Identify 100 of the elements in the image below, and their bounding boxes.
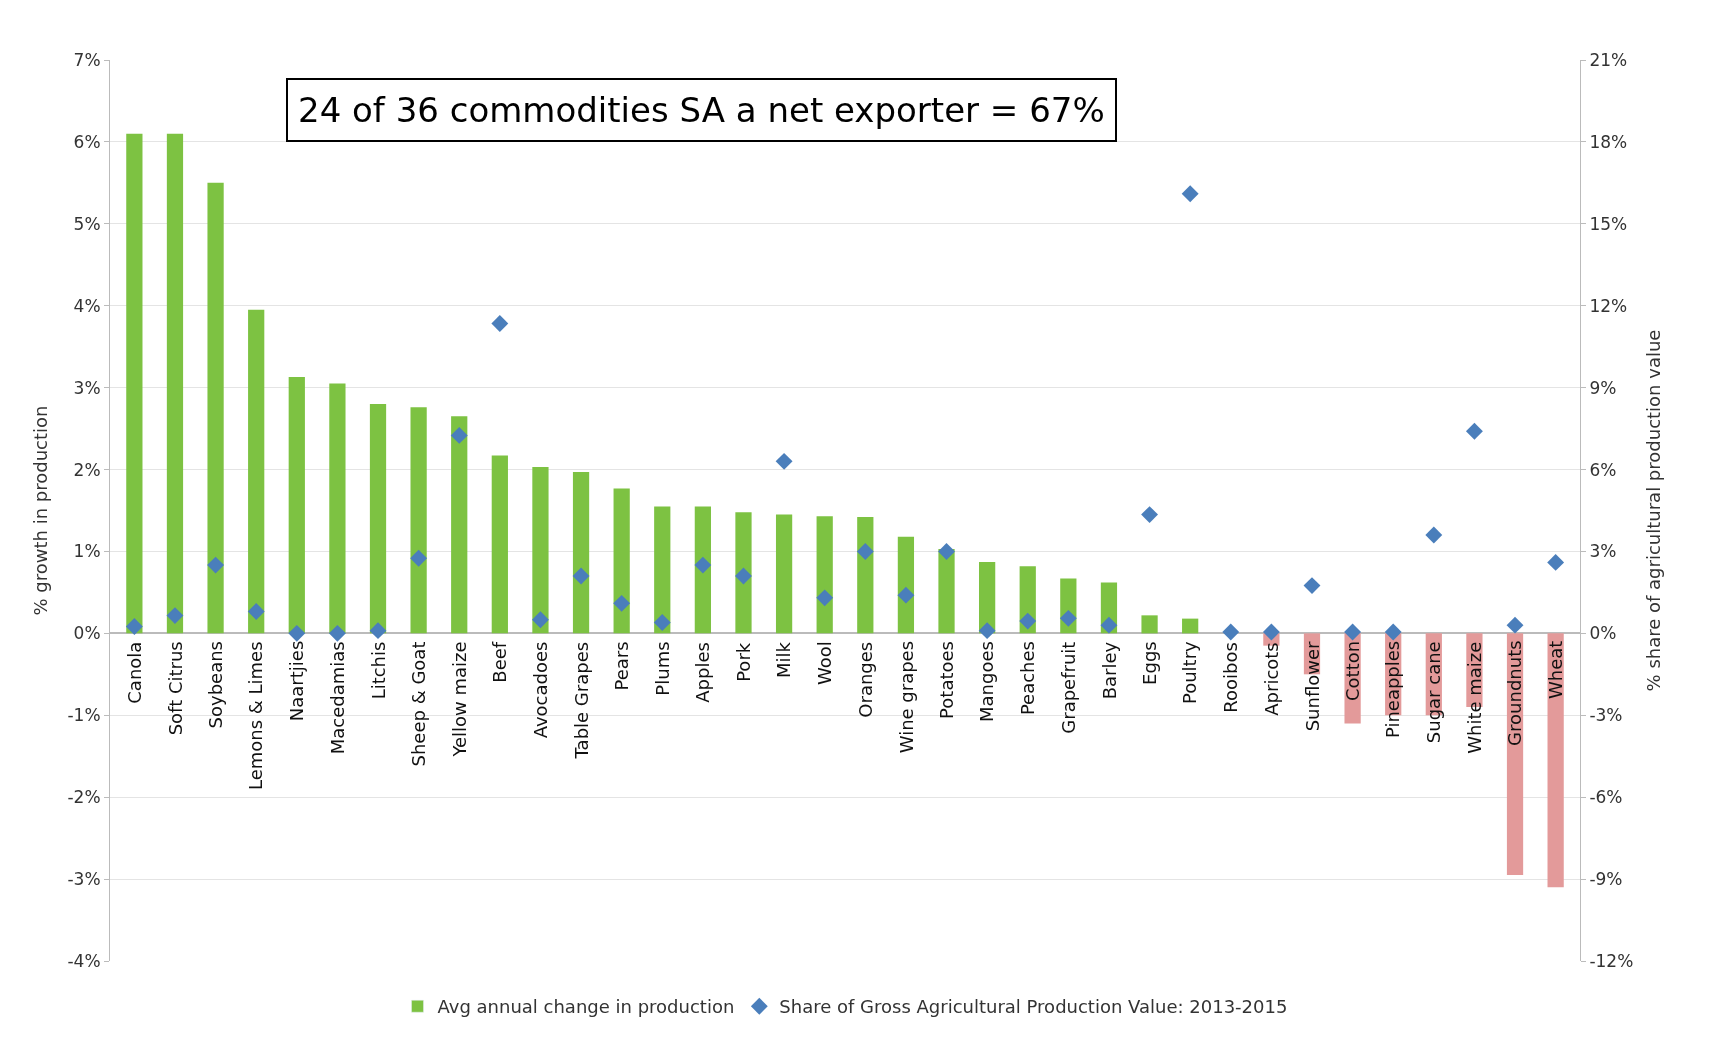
x-tick-label: Barley (1098, 641, 1120, 700)
y-tick-label: 4% (73, 295, 101, 316)
x-tick-label: Wool (814, 641, 836, 686)
y2-tick-label: 15% (1589, 213, 1628, 234)
bar (938, 549, 955, 634)
y2-tick-label: 0% (1589, 623, 1617, 644)
bar (694, 506, 711, 634)
y-tick-label: 2% (73, 459, 101, 480)
point (613, 594, 631, 612)
point (856, 543, 874, 560)
x-tick-label: Mangoes (976, 641, 998, 722)
point (207, 556, 225, 574)
x-tick-label: Groundnuts (1504, 640, 1526, 746)
legend-label: Share of Gross Agricultural Production Value: 2013-2015 (779, 996, 1288, 1018)
point (1506, 616, 1524, 634)
point (1181, 185, 1199, 203)
point (1344, 623, 1362, 641)
x-tick-label: Canola (124, 641, 145, 704)
bar (532, 467, 549, 634)
y-axis-title: % growth in production (29, 405, 51, 616)
point (694, 556, 712, 574)
bar (207, 182, 224, 634)
bar (654, 506, 671, 634)
point (328, 624, 346, 642)
point (572, 567, 590, 585)
y-tick-label: 7% (73, 49, 101, 70)
x-tick-label: Soft Citrus (164, 641, 186, 736)
bar (775, 514, 793, 634)
point (1059, 609, 1077, 627)
y2-tick-label: 21% (1589, 49, 1628, 70)
y-tick-label: 5% (73, 213, 101, 234)
x-tick-label: Sugar cane (1423, 641, 1445, 744)
point (816, 589, 834, 607)
bar (451, 416, 468, 634)
y-tick-label: 6% (73, 131, 101, 152)
x-tick-label: Wine grapes (895, 640, 917, 754)
x-tick-label: Apricots (1261, 642, 1283, 716)
point (1019, 612, 1037, 630)
y2-tick-label: -12% (1589, 950, 1634, 971)
bar (897, 536, 915, 634)
y2-tick-label: 6% (1589, 459, 1617, 480)
point (1262, 623, 1280, 641)
point (775, 452, 793, 470)
bar (613, 488, 630, 634)
x-tick-label: Apples (692, 642, 714, 703)
y2-tick-label: -6% (1589, 787, 1623, 808)
x-tick-label: Pineapples (1382, 640, 1404, 739)
point (166, 607, 184, 625)
x-tick-label: Avocadoes (529, 641, 551, 739)
x-tick-label: Grapefruit (1057, 641, 1079, 734)
point (247, 603, 265, 620)
bar (369, 404, 387, 634)
bar (491, 455, 508, 634)
y2-tick-label: 12% (1589, 295, 1628, 316)
x-tick-label: Naartjies (286, 640, 308, 722)
point (410, 549, 428, 567)
point (450, 426, 468, 444)
point (1465, 422, 1483, 440)
x-tick-label: Cotton (1342, 640, 1364, 701)
point (938, 543, 955, 560)
point (1303, 577, 1321, 595)
x-tick-label: Pork (733, 642, 755, 682)
y-tick-label: -2% (67, 787, 101, 808)
point (1425, 526, 1443, 544)
bar (735, 512, 752, 634)
y2-tick-label: 9% (1589, 377, 1617, 398)
bar (329, 383, 346, 634)
annotation: 24 of 36 commodities SA a net exporter = 67% (298, 90, 1105, 130)
x-tick-label: Sunflower (1301, 640, 1323, 732)
bar (248, 309, 265, 634)
point (653, 613, 671, 631)
bar (288, 376, 305, 634)
y2-tick-label: -9% (1589, 869, 1623, 890)
x-tick-label: Rooibos (1219, 642, 1241, 713)
bar (126, 133, 143, 634)
x-tick-label: Milk (773, 641, 795, 678)
bar (816, 516, 833, 634)
x-tick-label: Poultry (1179, 640, 1201, 705)
y-tick-label: 1% (73, 541, 101, 562)
point (1100, 616, 1118, 634)
x-tick-label: Pears (610, 641, 632, 691)
y2-tick-label: 18% (1589, 131, 1628, 152)
y-tick-label: -4% (67, 950, 101, 971)
bar (1141, 615, 1158, 634)
point (735, 567, 752, 585)
point (288, 624, 306, 642)
point (125, 618, 143, 635)
x-tick-label: Yellow maize (448, 641, 470, 758)
point (1384, 623, 1402, 641)
x-tick-label: Sheep & Goat (407, 641, 429, 767)
y2-axis-title: % share of agricultural production value (1643, 329, 1665, 692)
x-tick-label: Soybeans (204, 641, 226, 729)
x-tick-label: Potatoes (936, 641, 958, 719)
x-tick-label: Oranges (854, 641, 876, 718)
x-tick-label: Litchis (367, 641, 389, 700)
bar (1182, 618, 1199, 634)
x-tick-label: White maize (1464, 641, 1486, 754)
point (1547, 553, 1565, 571)
x-tick-label: Plums (651, 641, 673, 696)
y-tick-label: -3% (67, 869, 101, 890)
